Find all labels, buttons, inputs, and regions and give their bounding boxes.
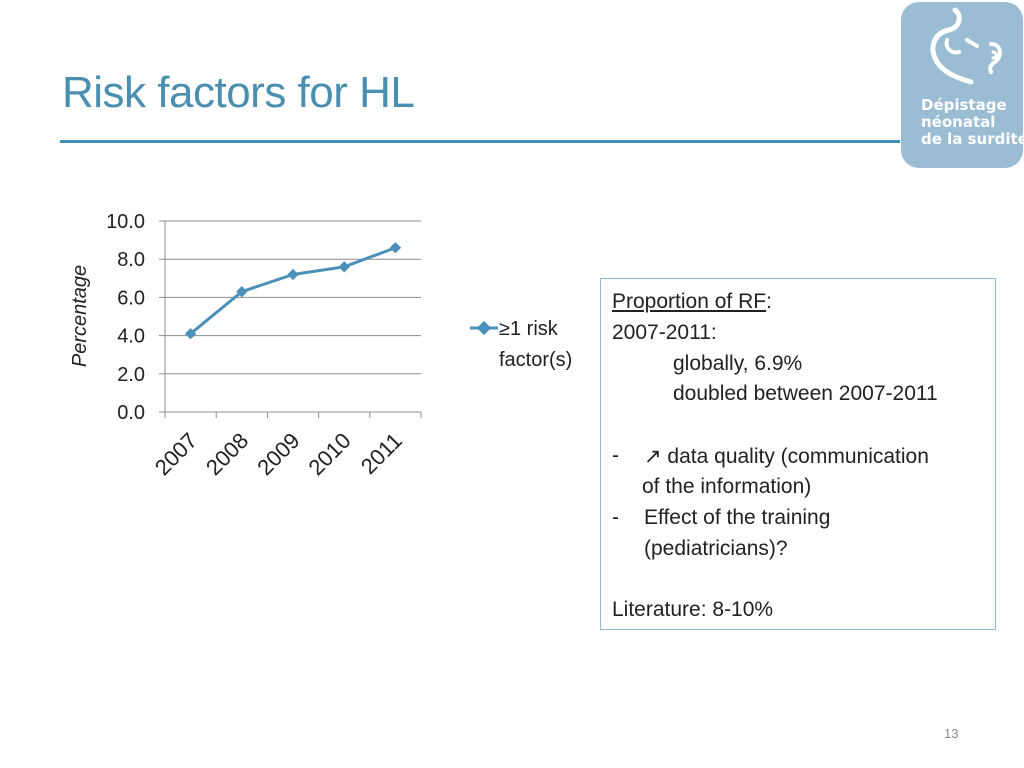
logo-line: de la surdité — [921, 130, 1024, 148]
logo-line: Dépistage — [921, 96, 1007, 114]
y-tick-label: 6.0 — [117, 287, 145, 309]
legend-label: ≥1 risk — [499, 318, 559, 340]
data-point — [236, 286, 248, 298]
y-tick-label: 4.0 — [117, 326, 145, 348]
info-heading-colon: : — [766, 290, 772, 313]
logo-line: néonatal — [921, 113, 996, 131]
data-point — [287, 268, 299, 281]
x-tick-label: 2009 — [252, 428, 304, 480]
y-tick-label: 10.0 — [106, 211, 145, 233]
info-literature: Literature: 8-10% — [612, 598, 774, 621]
baby-face-icon — [930, 7, 1002, 85]
info-heading-text: Proportion of RF — [612, 290, 767, 313]
series-line — [189, 246, 396, 335]
depistage-logo: Dépistage néonatal de la surdité — [901, 2, 1024, 168]
info-globally: globally, 6.9% — [673, 352, 803, 375]
data-point — [184, 328, 197, 340]
y-tick-label: 2.0 — [117, 364, 145, 386]
x-tick-label: 2007 — [150, 428, 202, 480]
title-divider — [60, 140, 900, 143]
bullet-dash: - — [612, 506, 619, 529]
logo-text: Dépistage néonatal de la surdité — [921, 97, 1024, 148]
y-tick-label: 0.0 — [117, 402, 145, 424]
bullet-dash: - — [612, 444, 619, 467]
legend-label: factor(s) — [499, 349, 572, 371]
y-tick-label: 8.0 — [117, 249, 145, 271]
info-doubled: doubled between 2007-2011 — [673, 382, 938, 405]
info-box: Proportion of RF: 2007-2011: globally, 6… — [600, 278, 996, 630]
x-tick-label: 2010 — [303, 428, 355, 480]
bullet-training-cont: (pediatricians)? — [644, 537, 788, 560]
bullet-data-quality-cont: of the information) — [642, 475, 812, 498]
y-axis-label: Percentage — [69, 265, 91, 367]
data-point — [389, 242, 402, 254]
page-title: Risk factors for HL — [62, 68, 415, 117]
x-tick-label: 2008 — [201, 428, 253, 480]
bullet-data-quality: ↗ data quality (communication — [644, 445, 929, 468]
data-point — [338, 261, 350, 273]
x-tick-label: 2011 — [356, 428, 407, 479]
legend-marker — [476, 320, 492, 336]
legend: ≥1 risk factor(s) — [470, 318, 572, 371]
page-number: 13 — [944, 726, 959, 741]
bullet-training: Effect of the training — [644, 506, 831, 529]
info-heading: Proportion of RF: — [612, 290, 772, 314]
info-period: 2007-2011: — [612, 321, 717, 344]
